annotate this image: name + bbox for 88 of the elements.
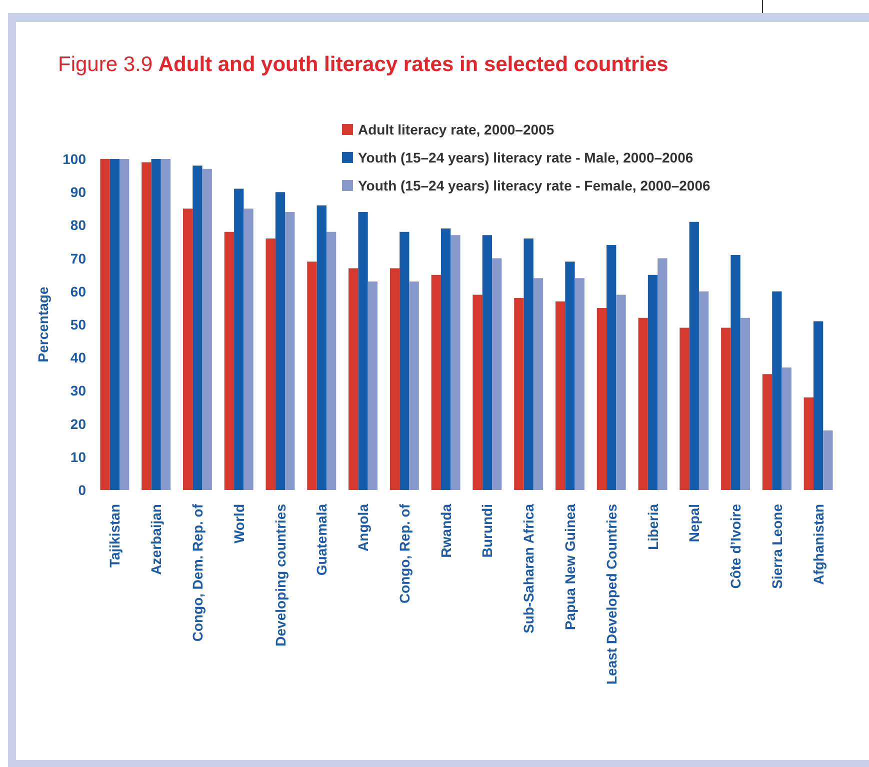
bar bbox=[680, 328, 690, 490]
bar bbox=[658, 258, 668, 490]
bar bbox=[100, 159, 110, 490]
bar bbox=[524, 238, 534, 490]
x-tick-label: Congo, Dem. Rep. of bbox=[189, 504, 206, 642]
bar bbox=[514, 298, 524, 490]
x-tick-label: Tajikistan bbox=[106, 504, 123, 568]
bar bbox=[409, 281, 419, 490]
legend-label: Adult literacy rate, 2000–2005 bbox=[358, 122, 554, 138]
x-tick-label: Least Developed Countries bbox=[603, 504, 620, 684]
y-tick-label: 10 bbox=[70, 448, 86, 465]
bar bbox=[192, 166, 202, 490]
bar bbox=[740, 318, 750, 490]
bar bbox=[400, 232, 410, 490]
bar bbox=[689, 222, 699, 490]
y-tick-label: 70 bbox=[70, 250, 86, 266]
bar bbox=[202, 168, 212, 490]
y-tick-label: 20 bbox=[70, 416, 86, 432]
y-axis-title: Percentage bbox=[35, 286, 51, 362]
bar bbox=[348, 268, 358, 490]
x-tick-label: Azerbaijan bbox=[148, 504, 164, 575]
x-tick-label: Papua New Guinea bbox=[562, 504, 578, 630]
bar bbox=[730, 254, 740, 490]
bar bbox=[772, 291, 782, 490]
x-tick-label: Developing countries bbox=[272, 504, 288, 646]
bar bbox=[358, 212, 368, 490]
x-tick-label: Congo, Rep. of bbox=[396, 504, 412, 604]
x-tick-label: Burundi bbox=[479, 504, 496, 558]
bar bbox=[368, 281, 378, 490]
y-tick-label: 90 bbox=[70, 184, 86, 200]
bar bbox=[307, 262, 317, 490]
y-tick-label: 0 bbox=[78, 482, 86, 498]
bar bbox=[326, 232, 336, 490]
x-tick-label: Liberia bbox=[644, 504, 661, 550]
bar bbox=[275, 192, 286, 490]
y-tick-label: 80 bbox=[70, 217, 86, 234]
bar bbox=[482, 235, 492, 490]
bar bbox=[160, 159, 171, 490]
chart-title: Figure 3.9 Adult and youth literacy rates in selected countries bbox=[58, 53, 668, 76]
bar bbox=[533, 278, 544, 490]
bar bbox=[472, 294, 482, 490]
bar bbox=[762, 374, 772, 490]
bar bbox=[266, 238, 276, 490]
bar bbox=[698, 291, 709, 490]
x-tick-label: Sierra Leone bbox=[768, 504, 785, 589]
bar bbox=[142, 162, 152, 490]
x-tick-label: Rwanda bbox=[438, 504, 454, 558]
bar bbox=[390, 268, 400, 490]
x-tick-label: Afghanistan bbox=[810, 504, 826, 585]
bar bbox=[606, 245, 616, 490]
bar bbox=[574, 278, 584, 490]
x-tick-label: Angola bbox=[355, 504, 372, 552]
bar bbox=[804, 397, 814, 490]
y-tick-label: 40 bbox=[70, 350, 86, 366]
bar bbox=[224, 232, 234, 490]
bar bbox=[110, 159, 120, 490]
bar bbox=[555, 301, 566, 490]
x-tick-label: Côte d’Ivoire bbox=[728, 504, 744, 589]
bar bbox=[431, 274, 441, 490]
bar bbox=[182, 208, 193, 490]
x-tick-label: World bbox=[230, 504, 247, 544]
y-tick-label: 30 bbox=[70, 382, 86, 399]
bar bbox=[492, 258, 502, 490]
bar bbox=[616, 294, 626, 490]
bar bbox=[565, 262, 575, 490]
bar bbox=[244, 208, 254, 490]
bar bbox=[234, 188, 244, 490]
bar bbox=[721, 328, 731, 490]
bar bbox=[648, 274, 658, 490]
legend-label: Youth (15–24 years) literacy rate - Male, 2000–2006 bbox=[358, 150, 694, 166]
bar bbox=[450, 235, 460, 490]
bar bbox=[440, 228, 451, 490]
bar bbox=[638, 318, 648, 490]
bar bbox=[813, 321, 824, 490]
x-tick-label: Nepal bbox=[686, 504, 702, 542]
y-tick-label: 100 bbox=[62, 151, 86, 167]
x-tick-label: Guatemala bbox=[314, 504, 330, 576]
legend-label: Youth (15–24 years) literacy rate - Female, 2000–2006 bbox=[358, 178, 710, 194]
y-tick-label: 60 bbox=[70, 283, 86, 300]
bar bbox=[782, 368, 792, 490]
bar bbox=[285, 212, 295, 490]
bar bbox=[120, 159, 130, 490]
y-tick-label: 50 bbox=[70, 316, 86, 332]
bar bbox=[151, 159, 161, 490]
bar bbox=[316, 205, 326, 490]
bar bbox=[823, 430, 833, 490]
bar bbox=[596, 308, 607, 490]
x-tick-label: Sub-Saharan Africa bbox=[520, 504, 537, 634]
